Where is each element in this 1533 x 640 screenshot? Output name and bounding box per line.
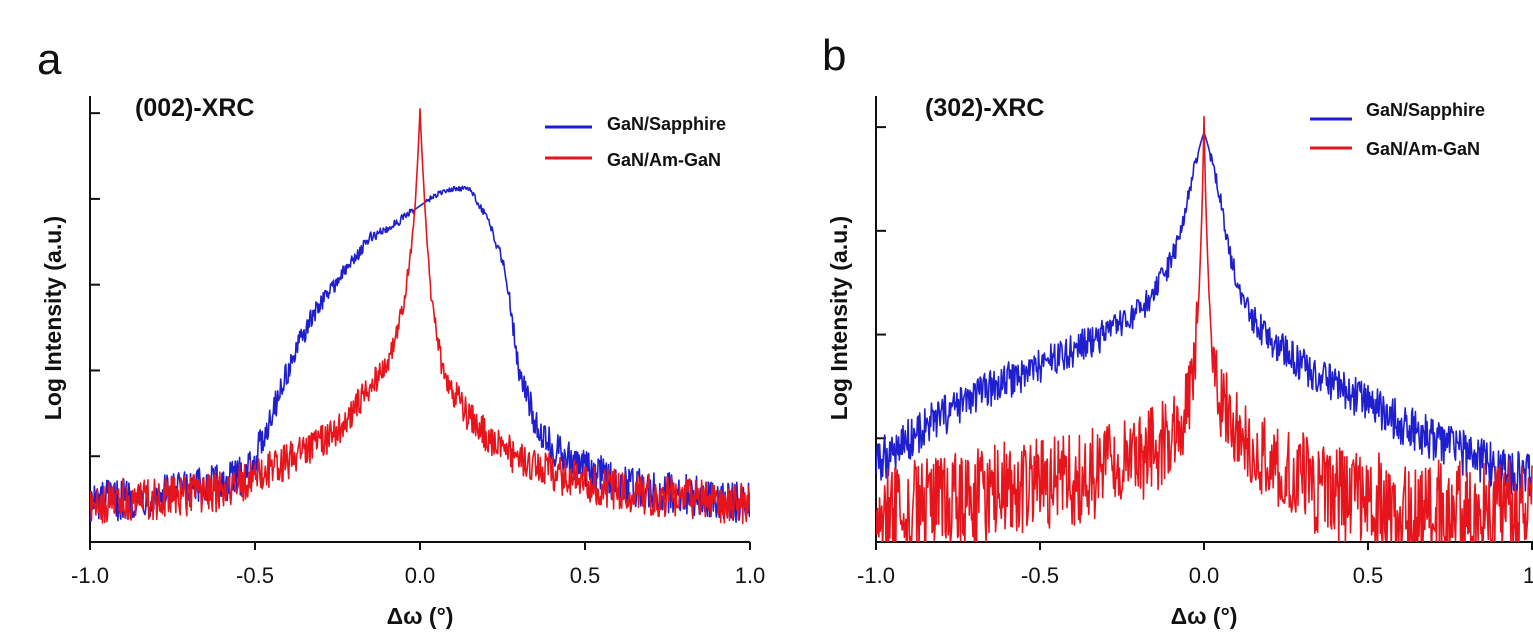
y-axis-title-b: Log Intensity (a.u.) [826, 216, 852, 420]
legend-label-amgan-b: GaN/Am-GaN [1366, 139, 1480, 159]
series-line-gan-sapphire-b [876, 131, 1533, 500]
series-group-a [90, 108, 750, 525]
chart-panel-b: b (302)-XRC -1.0 -0.5 0.0 0.5 1. GaN/Sapphir… [822, 31, 1533, 629]
x-tick-label: -0.5 [1021, 563, 1059, 588]
x-axis-title-b: Δω (°) [1171, 603, 1238, 629]
x-tick-label: -1.0 [71, 563, 109, 588]
x-tick-label: 0.0 [405, 563, 436, 588]
tick-group-a: -1.0 -0.5 0.0 0.5 1.0 [71, 112, 766, 588]
x-tick-label: 1.0 [735, 563, 766, 588]
legend-a: GaN/Sapphire GaN/Am-GaN [545, 114, 726, 170]
x-tick-label: -1.0 [857, 563, 895, 588]
legend-label-sapphire-a: GaN/Sapphire [607, 114, 726, 134]
series-line-gan-am-gan-a [90, 108, 750, 525]
x-tick-label: -0.5 [236, 563, 274, 588]
y-axis-title-a: Log Intensity (a.u.) [40, 216, 66, 420]
tick-group-b: -1.0 -0.5 0.0 0.5 1. [857, 126, 1533, 588]
series-group-b [876, 115, 1533, 542]
panel-letter-b: b [822, 31, 846, 80]
legend-b: GaN/Sapphire GaN/Am-GaN [1310, 100, 1485, 159]
x-tick-label: 0.5 [570, 563, 601, 588]
plot-title-a: (002)-XRC [135, 94, 254, 122]
legend-label-amgan-a: GaN/Am-GaN [607, 150, 721, 170]
x-tick-label: 0.0 [1189, 563, 1220, 588]
series-line-gan-am-gan-b [876, 115, 1533, 542]
panel-letter-a: a [37, 35, 62, 84]
x-tick-label: 1. [1523, 563, 1533, 588]
series-line-gan-sapphire-a [90, 185, 750, 523]
plot-title-b: (302)-XRC [925, 94, 1044, 122]
x-tick-label: 0.5 [1353, 563, 1384, 588]
legend-label-sapphire-b: GaN/Sapphire [1366, 100, 1485, 120]
chart-panel-a: a (002)-XRC -1.0 -0.5 0.0 0.5 1.0 GaN/Sapphi… [37, 35, 765, 629]
x-axis-title-a: Δω (°) [387, 603, 454, 629]
